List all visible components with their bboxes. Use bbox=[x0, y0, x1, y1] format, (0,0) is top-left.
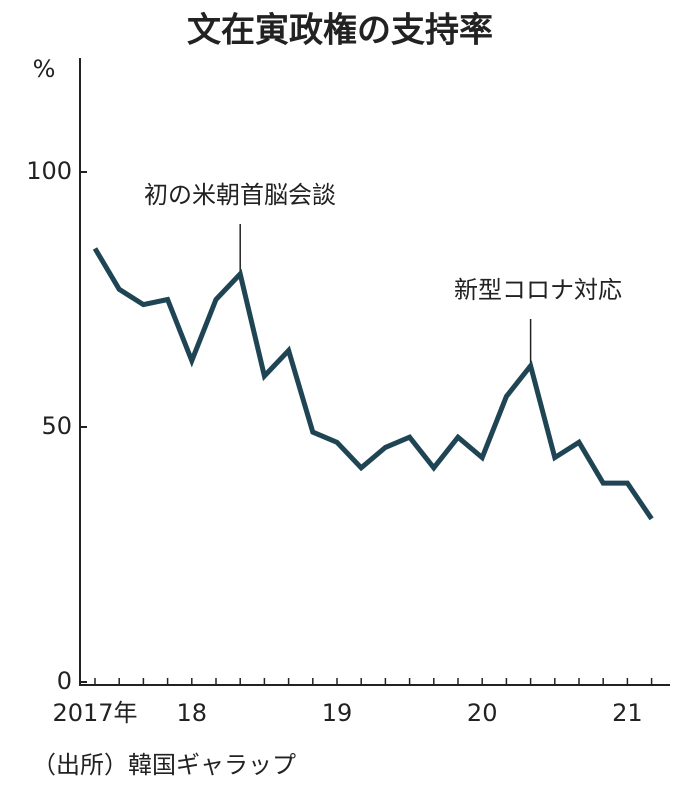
x-tick-label: 20 bbox=[467, 699, 498, 727]
x-tick-label: 19 bbox=[322, 699, 353, 727]
annotation: 新型コロナ対応 bbox=[454, 276, 622, 304]
x-tick-label: 2017年 bbox=[52, 699, 137, 727]
x-tick-label: 21 bbox=[612, 699, 643, 727]
y-tick-label: 0 bbox=[57, 667, 72, 695]
source: （出所）韓国ギャラップ bbox=[32, 751, 296, 779]
x-tick-label: 18 bbox=[177, 699, 208, 727]
y-axis-label: % bbox=[33, 55, 56, 83]
line-series bbox=[92, 247, 654, 521]
y-tick-label: 100 bbox=[26, 157, 72, 185]
annotation: 初の米朝首脳会談 bbox=[144, 181, 336, 209]
chart-title: 文在寅政権の支持率 bbox=[187, 11, 493, 51]
y-tick-label: 50 bbox=[41, 412, 72, 440]
